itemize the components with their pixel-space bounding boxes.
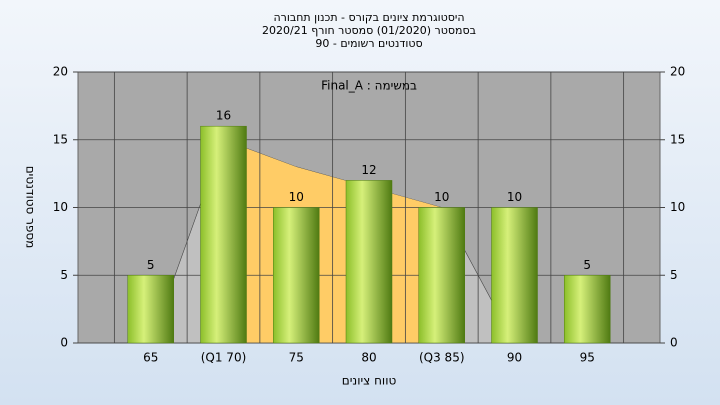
y-tick-label: 10 [53, 200, 68, 214]
bar [491, 207, 538, 344]
y-axis-label: מספר סטודנטים [24, 166, 38, 249]
x-tick-label: 65 [143, 351, 158, 365]
x-tick-label: 80 [361, 351, 376, 365]
data-label: 10 [434, 190, 449, 204]
y2-tick-label: 5 [670, 268, 678, 282]
chart-subtitle: בסמסטר (01/2020) סמסטר חורף 2020/21 [262, 24, 476, 37]
bar [345, 180, 393, 344]
x-tick-label: (Q1 70) [201, 351, 247, 365]
bar [127, 275, 174, 344]
data-label: 10 [507, 190, 522, 204]
y-tick-label: 15 [53, 132, 68, 146]
x-tick-label: (Q3 85) [419, 351, 465, 365]
y-tick-label: 0 [60, 336, 68, 350]
bar [200, 125, 247, 344]
data-label: 5 [583, 258, 591, 272]
data-label: 16 [216, 109, 231, 123]
y2-tick-label: 20 [670, 65, 685, 79]
x-axis-label: טווח ציונים [342, 374, 397, 388]
x-tick-label: 75 [289, 351, 304, 365]
y-tick-label: 20 [53, 65, 68, 79]
data-label: 10 [289, 190, 304, 204]
data-label: 5 [147, 258, 155, 272]
x-tick-label: 95 [580, 351, 595, 365]
bar [273, 207, 320, 344]
bar [418, 207, 465, 344]
annotation: Final_A : במשימה [321, 79, 417, 93]
y2-tick-label: 0 [670, 336, 678, 350]
bar [564, 275, 611, 344]
chart-subtitle: סטודנטים רשומים - 90 [315, 37, 422, 50]
y2-tick-label: 15 [670, 132, 685, 146]
chart-title: היסטוגרמת ציונים בקורס - תכנון תחבורה [273, 11, 464, 24]
data-label: 12 [361, 163, 376, 177]
x-tick-label: 90 [507, 351, 522, 365]
y2-tick-label: 10 [670, 200, 685, 214]
y-tick-label: 5 [60, 268, 68, 282]
